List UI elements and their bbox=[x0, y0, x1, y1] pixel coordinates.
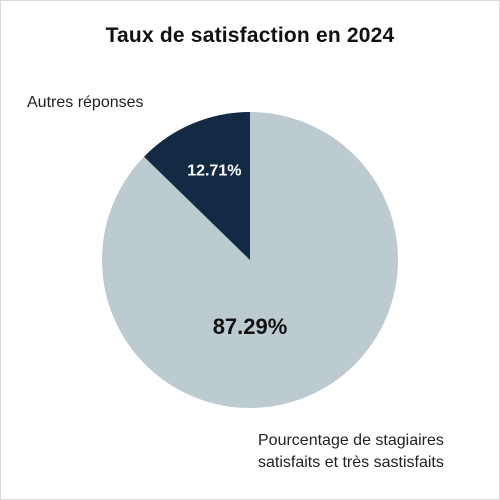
slice-label-autres: Autres réponses bbox=[27, 94, 144, 111]
pie-slice-autres bbox=[143, 112, 250, 260]
slice-label-satisfaits: Pourcentage de stagiaires satisfaits et … bbox=[258, 430, 488, 474]
pie-value-label-satisfaits: 87.29% bbox=[213, 314, 288, 339]
chart-title: Taux de satisfaction en 2024 bbox=[105, 24, 395, 47]
slice-label-satisfaits-line-2: satisfaits et très sastisfaits bbox=[258, 454, 444, 471]
pie-value-label-autres: 12.71% bbox=[187, 162, 241, 179]
pie-slice-satisfaits bbox=[102, 112, 399, 409]
slice-label-satisfaits-line-1: Pourcentage de stagiaires bbox=[258, 432, 444, 449]
